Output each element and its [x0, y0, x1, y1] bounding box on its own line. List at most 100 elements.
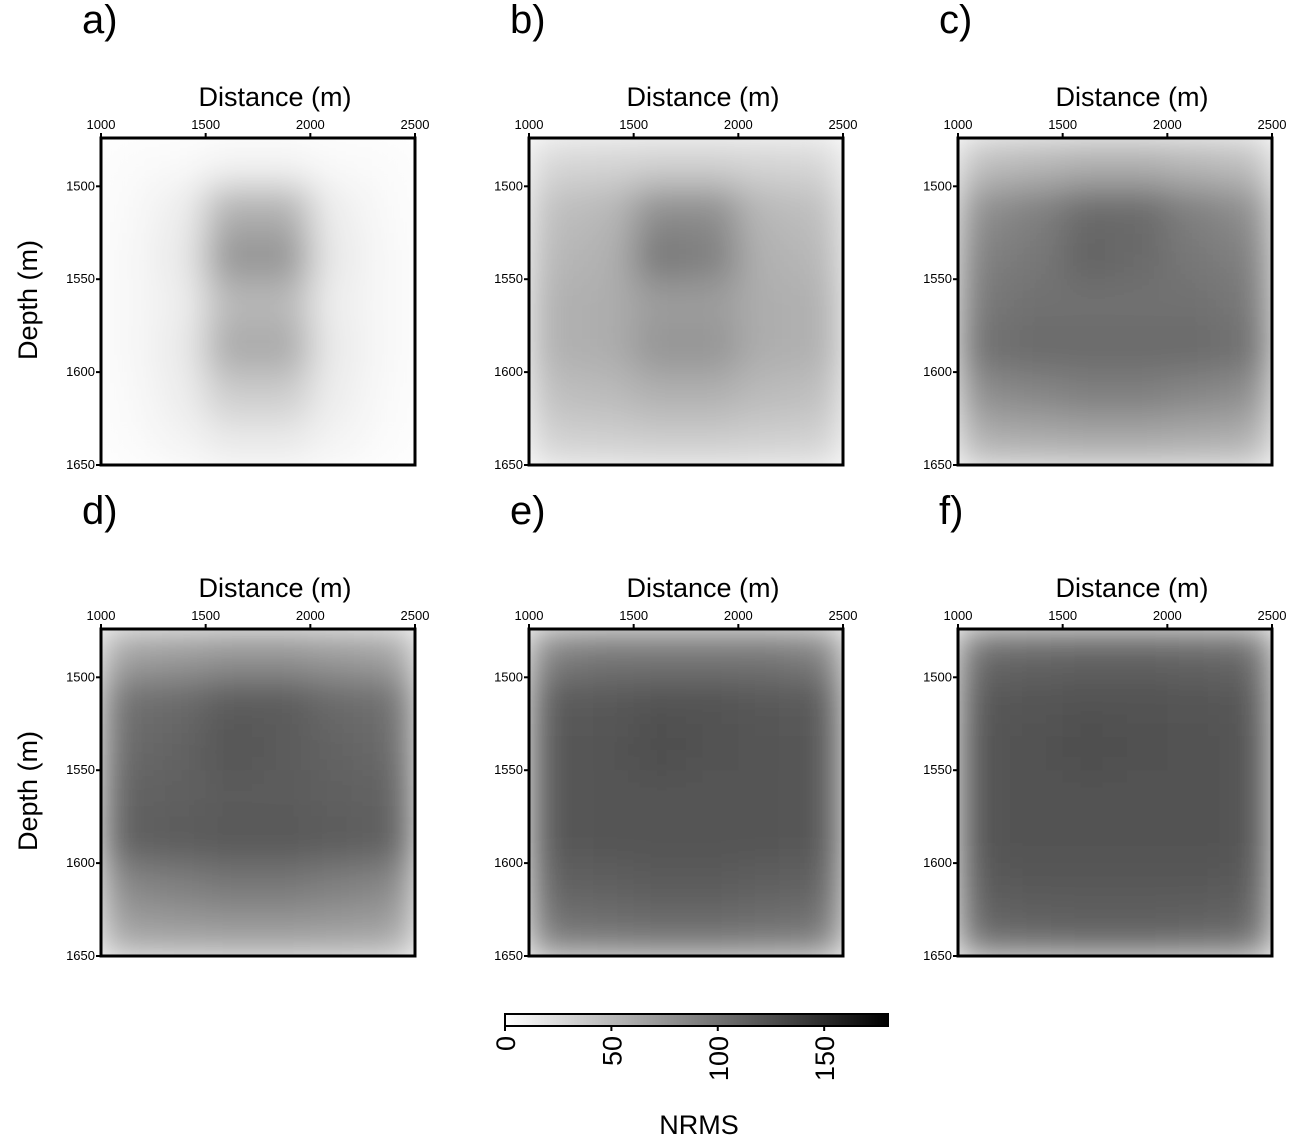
heatmap-cell [1115, 279, 1168, 327]
y-tick-label: 1600 [923, 364, 952, 379]
heatmap-cell [529, 186, 582, 234]
heatmap-cell [738, 279, 792, 327]
heatmap-cell [258, 232, 311, 280]
heatmap-cell [790, 279, 843, 327]
x-tick-label: 1500 [1048, 117, 1077, 132]
heatmap-cell [310, 863, 364, 911]
x-axis-label: Distance (m) [198, 82, 351, 112]
panel-label: c) [939, 0, 972, 42]
heatmap-cell [633, 677, 687, 725]
heatmap-cell [310, 677, 364, 725]
heatmap-cell [633, 279, 687, 327]
heatmap-cell [958, 816, 1011, 864]
x-axis-label: Distance (m) [1055, 573, 1208, 603]
heatmap [529, 138, 843, 465]
y-tick-label: 1550 [66, 271, 95, 286]
y-axis-label: Depth (m) [13, 731, 43, 851]
heatmap-cell [1062, 138, 1116, 187]
heatmap-cell [205, 325, 259, 373]
heatmap-cell [633, 372, 687, 420]
x-tick-label: 1500 [619, 608, 648, 623]
heatmap-cell [790, 677, 843, 725]
heatmap-cell [581, 677, 635, 725]
heatmap-cell [1167, 325, 1221, 373]
heatmap-cell [1010, 677, 1064, 725]
heatmap-cell [258, 372, 311, 420]
y-tick-label: 1650 [66, 457, 95, 472]
heatmap-cell [153, 816, 207, 864]
heatmap-cell [1010, 629, 1064, 678]
heatmap-cell [1062, 186, 1116, 234]
heatmap-cell [686, 186, 739, 234]
heatmap-cell [1115, 863, 1168, 911]
heatmap-cell [581, 816, 635, 864]
x-tick-label: 2000 [1153, 608, 1182, 623]
heatmap-cell [790, 770, 843, 818]
heatmap-cell [633, 325, 687, 373]
heatmap-cell [581, 232, 635, 280]
heatmap-cell [1219, 279, 1272, 327]
y-tick-label: 1600 [923, 855, 952, 870]
colorbar-tick-label: 150 [810, 1036, 840, 1081]
x-tick-label: 1500 [619, 117, 648, 132]
heatmap-cell [958, 232, 1011, 280]
heatmap [101, 629, 415, 956]
heatmap-cell [529, 909, 582, 956]
heatmap-cell [790, 863, 843, 911]
heatmap-cell [153, 138, 207, 187]
heatmap-cell [362, 629, 415, 678]
heatmap-cell [310, 816, 364, 864]
heatmap-cell [581, 372, 635, 420]
heatmap-cell [790, 816, 843, 864]
heatmap-cell [153, 418, 207, 465]
colorbar-label: NRMS [659, 1110, 739, 1135]
x-tick-label: 1000 [515, 117, 544, 132]
x-tick-label: 1500 [191, 608, 220, 623]
x-tick-label: 2000 [296, 117, 325, 132]
heatmap-cell [738, 418, 792, 465]
heatmap-cell [1167, 863, 1221, 911]
x-tick-label: 1000 [87, 608, 116, 623]
heatmap-cell [738, 909, 792, 956]
heatmap-cell [738, 677, 792, 725]
heatmap-cell [1219, 138, 1272, 187]
heatmap-cell [1115, 418, 1168, 465]
colorbar-tick-label: 50 [597, 1036, 627, 1066]
heatmap-cell [790, 629, 843, 678]
heatmap-cell [153, 279, 207, 327]
heatmap-cell [362, 325, 415, 373]
heatmap-cell [633, 418, 687, 465]
heatmap-cell [258, 418, 311, 465]
heatmap-cell [1219, 186, 1272, 234]
heatmap-cell [529, 863, 582, 911]
heatmap-cell [529, 816, 582, 864]
heatmap-cell [101, 770, 154, 818]
heatmap-cell [362, 723, 415, 771]
heatmap-cell [1010, 325, 1064, 373]
y-tick-label: 1500 [494, 669, 523, 684]
heatmap-cell [633, 816, 687, 864]
heatmap-cell [153, 723, 207, 771]
heatmap-cell [958, 629, 1011, 678]
heatmap-cell [738, 863, 792, 911]
heatmap-cell [258, 770, 311, 818]
heatmap-cell [205, 909, 259, 956]
heatmap-cell [310, 723, 364, 771]
heatmap-cell [529, 677, 582, 725]
heatmap-cell [205, 629, 259, 678]
heatmap-cell [205, 816, 259, 864]
heatmap [958, 138, 1272, 465]
heatmap-cell [258, 723, 311, 771]
heatmap-cell [686, 909, 739, 956]
heatmap-cell [310, 909, 364, 956]
heatmap-cell [310, 629, 364, 678]
heatmap-cell [1010, 418, 1064, 465]
heatmap-cell [790, 232, 843, 280]
heatmap-cell [1115, 723, 1168, 771]
y-tick-label: 1550 [923, 271, 952, 286]
heatmap-cell [1115, 677, 1168, 725]
heatmap-cell [1062, 418, 1116, 465]
heatmap-cell [790, 138, 843, 187]
x-tick-label: 1500 [191, 117, 220, 132]
